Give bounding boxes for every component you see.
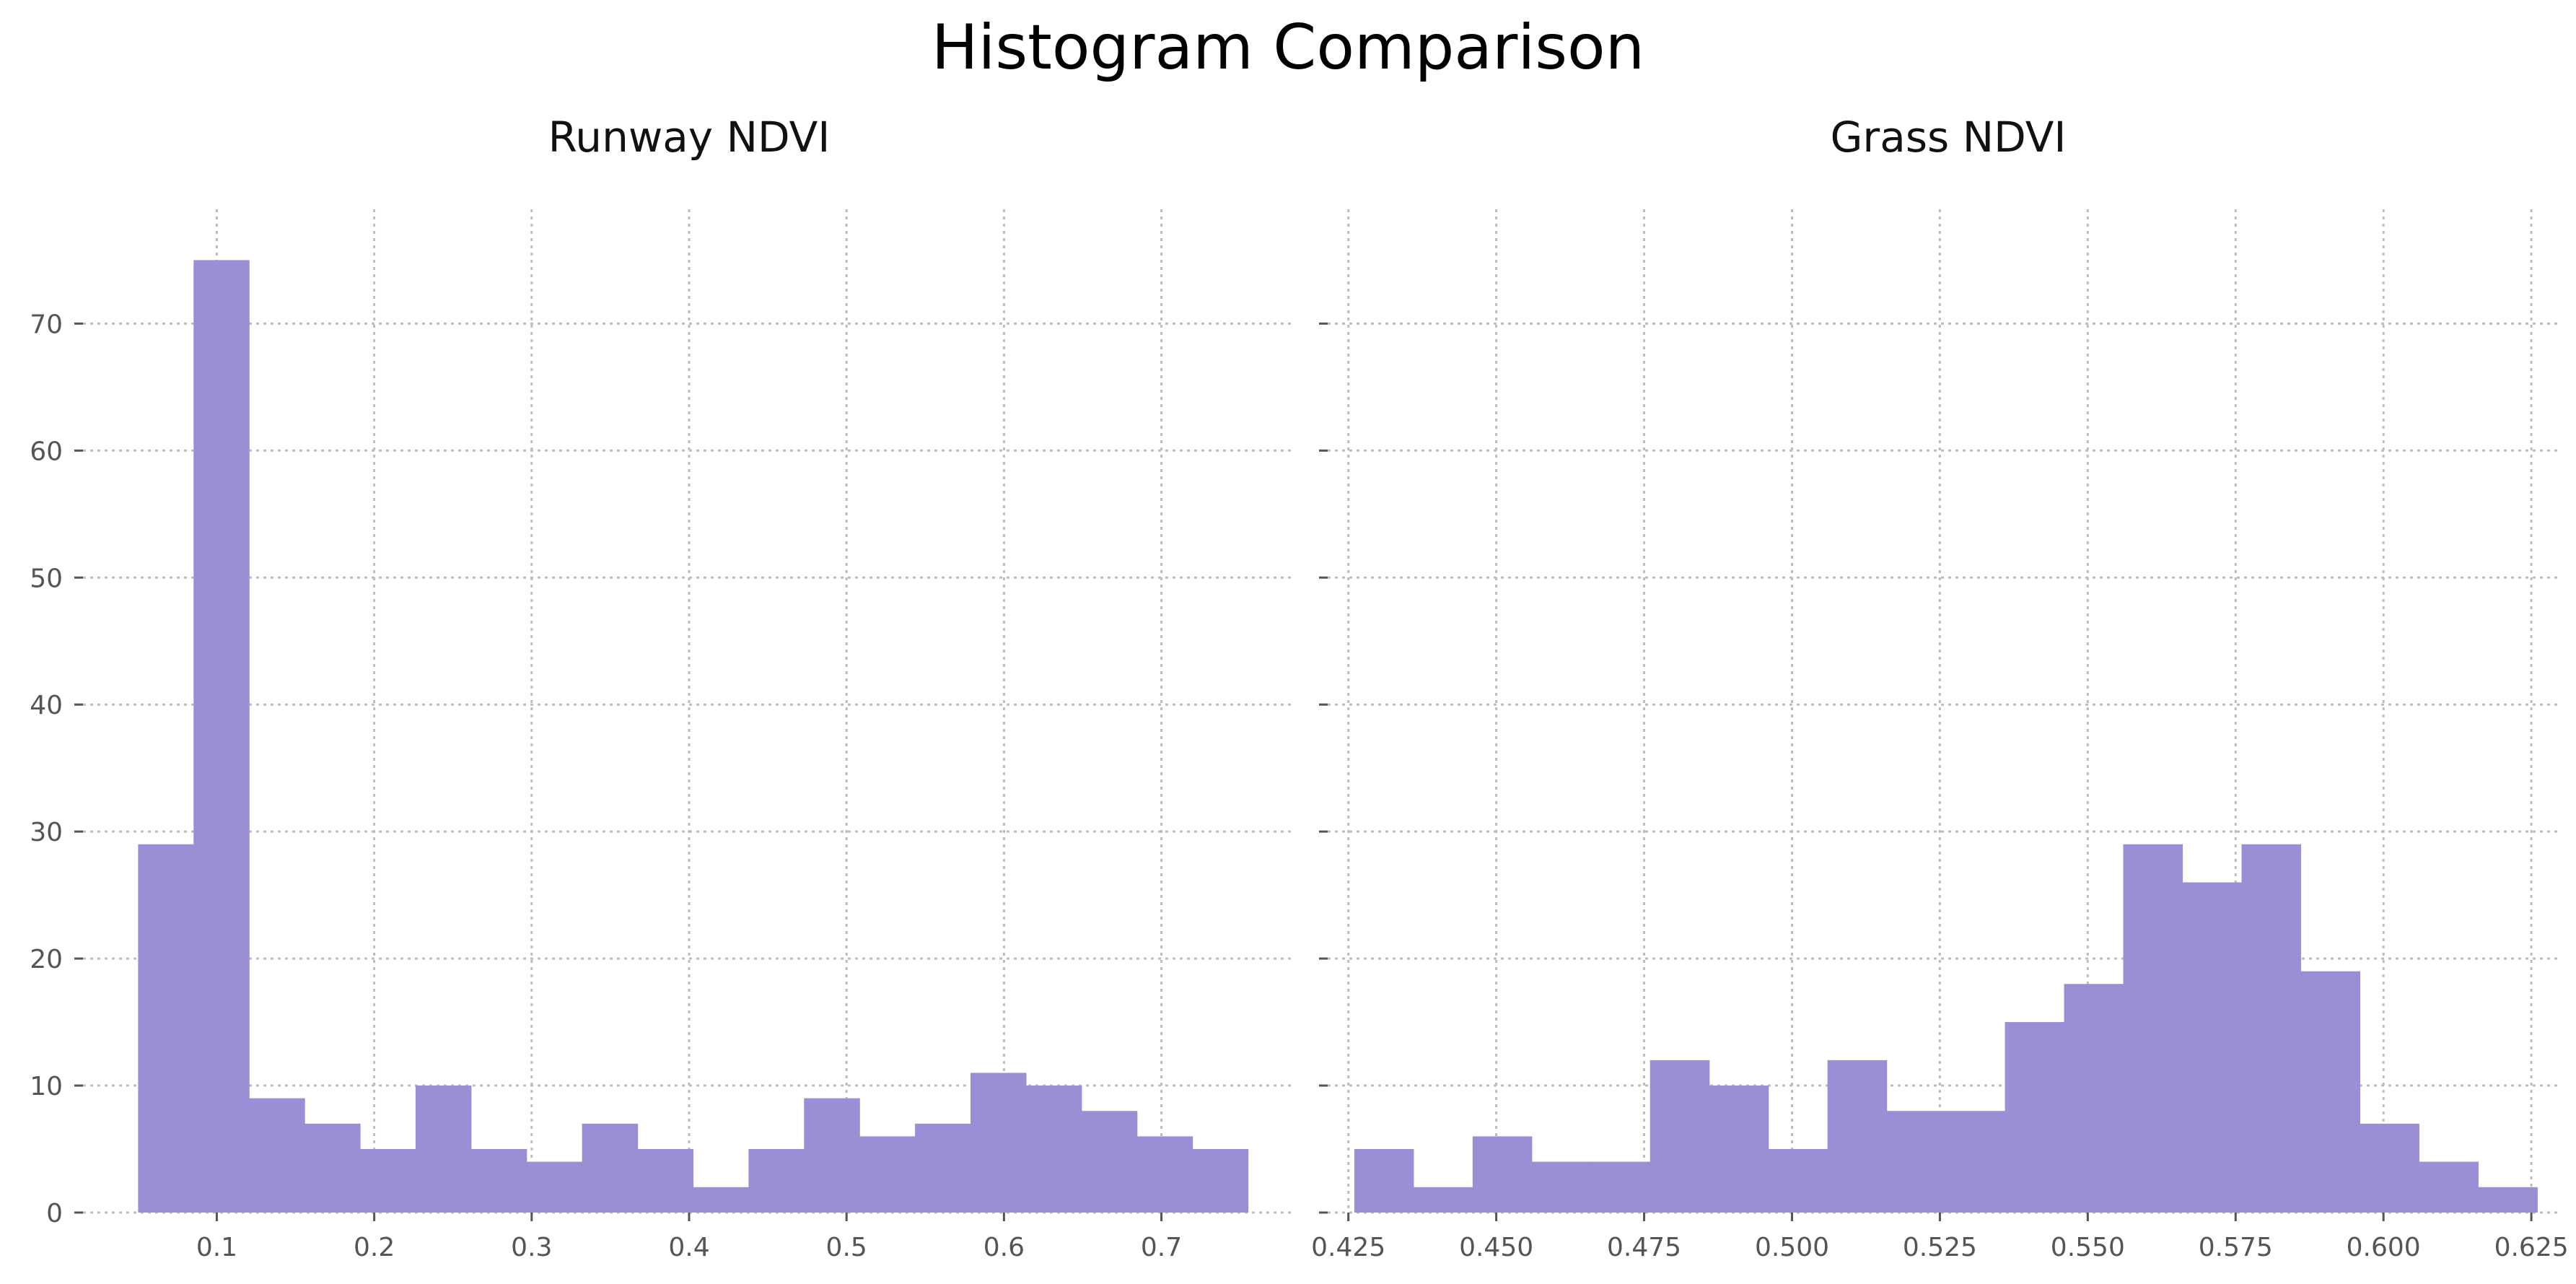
histogram-bar (2478, 1187, 2538, 1213)
histogram-bar (360, 1149, 416, 1213)
x-tick-label: 0.525 (1903, 1233, 1977, 1262)
histogram-bar (1081, 1111, 1138, 1213)
y-tick-label: 10 (30, 1072, 63, 1101)
histogram-bar (1650, 1060, 1710, 1213)
histogram-bar (1136, 1136, 1193, 1213)
histogram-bar (2005, 1022, 2065, 1213)
histogram-bar (1413, 1187, 1473, 1213)
x-tick-label: 0.7 (1141, 1233, 1182, 1262)
histogram-bar (1025, 1086, 1082, 1213)
histogram-bar (693, 1187, 749, 1213)
histogram-bar (1590, 1161, 1651, 1213)
x-tick-label: 0.500 (1755, 1233, 1829, 1262)
histogram-bar (1472, 1136, 1533, 1213)
y-tick-label: 70 (30, 310, 63, 339)
histogram-bar (804, 1098, 860, 1213)
histogram-bar (305, 1123, 361, 1213)
histogram-bar (1886, 1111, 1947, 1213)
x-tick-label: 0.3 (511, 1233, 552, 1262)
x-tick-label: 0.4 (668, 1233, 709, 1262)
x-tick-label: 0.625 (2494, 1233, 2569, 1262)
y-tick-label: 40 (30, 691, 63, 720)
grass-ndvi-title: Grass NDVI (1830, 113, 2066, 162)
x-tick-label: 0.450 (1459, 1233, 1533, 1262)
figure-title: Histogram Comparison (932, 12, 1644, 84)
x-tick-label: 0.600 (2347, 1233, 2421, 1262)
histogram-bar (2241, 844, 2302, 1213)
x-tick-label: 0.5 (826, 1233, 867, 1262)
histogram-bar (470, 1149, 527, 1213)
histogram-bar (1945, 1111, 2006, 1213)
runway-ndvi-panel: Runway NDVI 0.1 0.2 0.3 0.4 0.5 0.6 0.7 0 10 20 30… (30, 113, 1295, 1262)
y-tick-label: 60 (30, 437, 63, 466)
histogram-bar (2300, 971, 2360, 1213)
histogram-bar (2064, 984, 2124, 1213)
histogram-bar (637, 1149, 694, 1213)
x-tick-label: 0.575 (2199, 1233, 2273, 1262)
histogram-bar (582, 1123, 639, 1213)
histogram-bar (1531, 1161, 1592, 1213)
y-tick-label: 30 (30, 818, 63, 847)
histogram-bar (1768, 1149, 1828, 1213)
x-tick-label: 0.550 (2051, 1233, 2125, 1262)
histogram-bar (138, 844, 194, 1213)
histogram-bar (1192, 1149, 1249, 1213)
histogram-bar (415, 1086, 472, 1213)
x-tick-label: 0.2 (354, 1233, 395, 1262)
histogram-bar (193, 260, 250, 1213)
runway-ndvi-title: Runway NDVI (548, 113, 831, 162)
histogram-bar (526, 1161, 583, 1213)
histogram-bar (1354, 1149, 1414, 1213)
x-tick-label: 0.425 (1311, 1233, 1385, 1262)
histogram-bar (915, 1123, 971, 1213)
grass-ndvi-panel: Grass NDVI 0.425 0.450 0.475 0.500 0.525 0.55… (1311, 113, 2568, 1262)
y-tick-label: 20 (30, 945, 63, 974)
histogram-bar (249, 1098, 305, 1213)
y-tick-label: 50 (30, 564, 63, 593)
histogram-bar (2360, 1123, 2419, 1213)
runway-ndvi-plot-area: 0.1 0.2 0.3 0.4 0.5 0.6 0.7 0 10 20 30 40 50 60 70 (30, 209, 1295, 1262)
x-tick-label: 0.6 (983, 1233, 1025, 1262)
histogram-bar (2419, 1161, 2479, 1213)
histogram-bar (971, 1073, 1027, 1213)
histogram-bar (2123, 844, 2183, 1213)
histogram-bar (748, 1149, 805, 1213)
histogram-bar (2182, 882, 2243, 1213)
grass-ndvi-plot-area: 0.425 0.450 0.475 0.500 0.525 0.550 0.575 0.600… (1311, 209, 2569, 1262)
histogram-bar (1709, 1086, 1769, 1213)
y-tick-label: 0 (46, 1199, 63, 1228)
x-tick-label: 0.1 (196, 1233, 237, 1262)
x-tick-label: 0.475 (1607, 1233, 1681, 1262)
histogram-bar (1827, 1060, 1888, 1213)
histogram-bar (859, 1136, 916, 1213)
